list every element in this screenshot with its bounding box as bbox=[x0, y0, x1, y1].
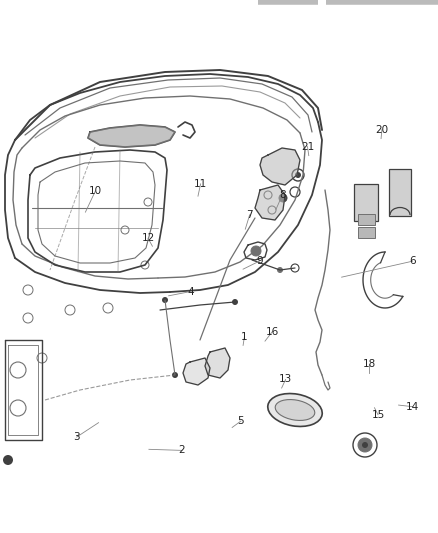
Text: 6: 6 bbox=[409, 256, 416, 266]
Text: 7: 7 bbox=[246, 210, 253, 220]
Circle shape bbox=[358, 438, 372, 452]
Polygon shape bbox=[260, 148, 300, 185]
Circle shape bbox=[279, 194, 287, 202]
Circle shape bbox=[162, 297, 168, 303]
Text: 11: 11 bbox=[194, 179, 207, 189]
Circle shape bbox=[277, 267, 283, 273]
Polygon shape bbox=[183, 358, 210, 385]
Text: 20: 20 bbox=[375, 125, 389, 134]
Text: 5: 5 bbox=[237, 416, 244, 426]
Text: 1: 1 bbox=[241, 332, 248, 342]
Text: 18: 18 bbox=[363, 359, 376, 368]
FancyBboxPatch shape bbox=[357, 227, 374, 238]
Polygon shape bbox=[88, 125, 175, 147]
Text: 12: 12 bbox=[141, 233, 155, 243]
Circle shape bbox=[251, 246, 261, 256]
Circle shape bbox=[295, 172, 301, 178]
Text: 16: 16 bbox=[266, 327, 279, 336]
Circle shape bbox=[362, 442, 368, 448]
Text: 3: 3 bbox=[73, 432, 80, 442]
FancyBboxPatch shape bbox=[389, 169, 411, 216]
Text: 9: 9 bbox=[256, 256, 263, 266]
Text: 15: 15 bbox=[371, 410, 385, 419]
Circle shape bbox=[172, 372, 178, 378]
Polygon shape bbox=[205, 348, 230, 378]
FancyBboxPatch shape bbox=[357, 214, 374, 224]
Text: 8: 8 bbox=[279, 190, 286, 199]
Text: 21: 21 bbox=[301, 142, 314, 151]
Text: 13: 13 bbox=[279, 375, 292, 384]
Polygon shape bbox=[255, 185, 285, 220]
Text: 10: 10 bbox=[89, 186, 102, 196]
Circle shape bbox=[232, 299, 238, 305]
FancyBboxPatch shape bbox=[354, 184, 378, 221]
Ellipse shape bbox=[275, 400, 315, 421]
Text: 14: 14 bbox=[406, 402, 419, 411]
Text: 2: 2 bbox=[178, 446, 185, 455]
Text: 4: 4 bbox=[187, 287, 194, 296]
Ellipse shape bbox=[268, 393, 322, 426]
Circle shape bbox=[3, 455, 13, 465]
